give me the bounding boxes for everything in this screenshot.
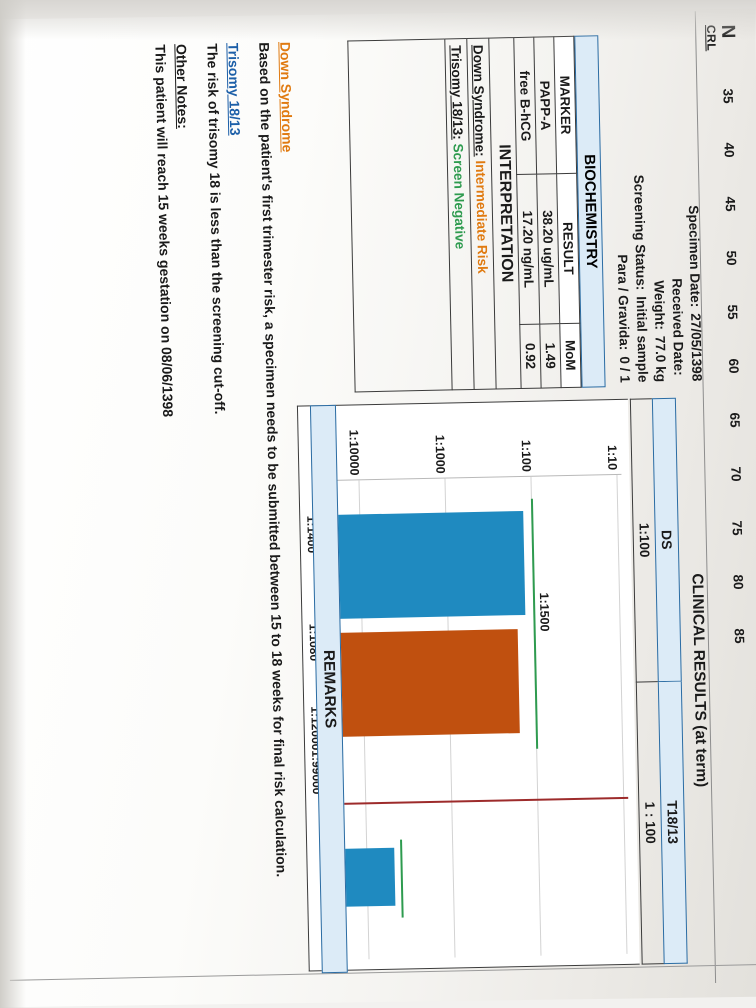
marker-result: 17.20 ng/mL [516, 174, 540, 325]
plot-area: 1:1500 [333, 473, 632, 960]
field-label: Screening Status: [631, 174, 649, 291]
blank-notes-box [347, 38, 452, 393]
patient-info-block: Specimen Date: 27/05/1398 Received Date:… [608, 33, 705, 387]
down-syndrome-value: Intermediate Risk [472, 160, 491, 274]
field-value: Initial sample [633, 296, 651, 383]
field-label: Weight: [651, 280, 668, 331]
panel-separator [341, 796, 629, 805]
risk-bar-chart: 1:10 1:100 1:1000 1:10000 [296, 398, 640, 972]
y-tick-label: 1:10000 [346, 429, 362, 476]
biochemistry-table: MARKER RESULT MoM PAPP-A 38.20 ug/mL 1.4… [513, 36, 582, 389]
field-value: 0 / 1 [616, 356, 633, 383]
y-tick-label: 1:1000 [432, 434, 448, 474]
down-syndrome-label: Down Syndrome: [470, 44, 488, 157]
crl-tick: 75 [729, 520, 745, 536]
crl-tick: 60 [726, 358, 742, 374]
y-tick-label: 1:100 [518, 439, 534, 473]
clinical-results-column: CLINICAL RESULTS (at term) DS T18/13 1:1… [296, 397, 718, 972]
marker-mom: 1.49 [539, 323, 562, 389]
field-value: 77.0 kg [652, 335, 669, 383]
field-value: 27/05/1398 [688, 313, 705, 382]
crl-tick: 85 [731, 628, 747, 644]
crl-tick: 35 [720, 88, 736, 104]
bar-final-risk [335, 510, 526, 619]
bar-prior-final-risk [337, 629, 520, 737]
marker-result: 38.20 ug/mL [536, 173, 560, 324]
crl-tick: 40 [721, 142, 737, 158]
t1813-cutoff-line [400, 839, 404, 918]
gridline [616, 474, 628, 954]
crl-tick-row: 35 40 45 50 55 60 65 70 75 80 85 [720, 88, 754, 988]
field-label: Para / Gravida: [614, 254, 632, 351]
trisomy-remark: Trisomy 18/13 The risk of trisomy 18 is … [202, 43, 261, 974]
marker-name: PAPP-A [533, 36, 557, 175]
left-column: Specimen Date: 27/05/1398 Received Date:… [347, 33, 705, 393]
page-shadow-top [0, 0, 756, 40]
other-notes: Other Notes: This patient will reach 15 … [150, 44, 209, 975]
column-header: MoM [559, 322, 582, 388]
crl-tick: 55 [724, 304, 741, 320]
y-tick-label: 1:10 [604, 444, 620, 471]
crl-tick: 45 [722, 196, 738, 212]
column-header: RESULT [556, 173, 580, 324]
field-label: Specimen Date: [685, 205, 703, 308]
crl-tick: 65 [727, 412, 743, 428]
trisomy-label: Trisomy 18/13: [448, 45, 466, 140]
page-shadow-left [0, 0, 26, 1008]
crl-tick: 70 [728, 466, 744, 482]
marker-name: free B-hCG [513, 37, 537, 175]
crl-tick: 80 [730, 574, 746, 590]
field-label: Received Date: [669, 278, 687, 376]
crl-tick: 50 [723, 250, 740, 266]
bar-t1813-final-risk [342, 847, 396, 907]
remarks-section: Down Syndrome Based on the patient's fir… [138, 42, 313, 975]
trisomy-value: Screen Negative [450, 143, 468, 250]
column-header: MARKER [553, 36, 577, 174]
cutoff-label: 1:1500 [536, 592, 552, 632]
marker-mom: 0.92 [519, 323, 542, 389]
